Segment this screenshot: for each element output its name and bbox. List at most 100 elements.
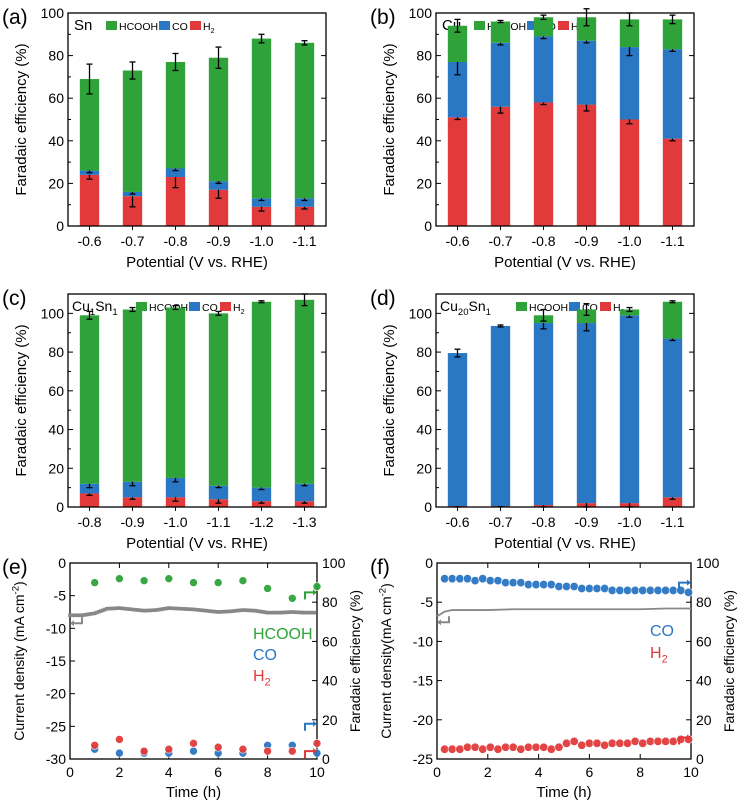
- legend-h2-part: 2: [265, 676, 271, 688]
- y-right-tick-label: 80: [322, 594, 338, 610]
- x-tick-label: 2: [484, 764, 492, 780]
- bar-hcooh: [79, 79, 100, 171]
- catalyst-label-part: 1: [486, 307, 491, 318]
- bar-co: [165, 477, 186, 498]
- y-axis-label: Faradaic efficiency (%): [13, 43, 30, 195]
- fe-point-h2: [622, 738, 632, 748]
- x-tick-label: -0.8: [163, 233, 187, 249]
- fe-point-h2: [501, 742, 511, 752]
- fe-point-co: [508, 578, 518, 588]
- current-density-point: [181, 607, 186, 611]
- bar-co: [576, 40, 597, 105]
- current-density-point: [142, 608, 146, 613]
- current-density-point: [249, 608, 253, 613]
- plot-frame: [435, 12, 695, 227]
- x-tick-label: 6: [586, 764, 594, 780]
- bar-h2: [662, 497, 683, 507]
- legend-label-hcooh: HCOOH: [529, 302, 568, 314]
- plot-frame: [67, 293, 327, 508]
- left-axis-arrow: [74, 617, 83, 625]
- y-right-tick-label: 20: [696, 712, 712, 728]
- legend-swatch-co: [569, 302, 580, 311]
- current-density-point: [208, 609, 212, 613]
- fe-point-h2: [478, 744, 488, 754]
- bar-hcooh: [662, 301, 683, 339]
- current-density-point: [197, 608, 202, 612]
- catalyst-label-part: Cu: [440, 298, 458, 314]
- bar-co: [294, 198, 315, 207]
- y-tick-label: 0: [56, 218, 64, 234]
- fe-point-h2: [164, 744, 174, 754]
- legend-h2-part: H: [650, 645, 662, 662]
- bar-hcooh: [619, 19, 640, 48]
- y-tick-label: 0: [424, 218, 432, 234]
- fe-point-h2: [213, 742, 223, 752]
- fe-point-co: [562, 582, 572, 592]
- fe-point-co: [668, 585, 678, 595]
- y-right-axis-label: Faradaic efficiency (%): [347, 590, 363, 732]
- fe-point-h2: [661, 736, 671, 746]
- bar-h2: [122, 196, 143, 226]
- legend-swatch-hcooh: [136, 302, 147, 311]
- fe-point-h2: [577, 740, 587, 750]
- current-density-point: [70, 613, 74, 618]
- bar-co: [165, 168, 186, 178]
- bar-hcooh: [533, 17, 554, 37]
- x-axis-label: Potential (V vs. RHE): [126, 254, 268, 271]
- current-density-point: [206, 609, 210, 613]
- fe-point-hcooh: [263, 584, 272, 593]
- left-axis-arrow-head: [70, 620, 74, 627]
- bar-panel-3: (c)Cu1​Sn1​HCOOHCOH2​-0.8-0.9-1.0-1.1-1.…: [2, 287, 327, 552]
- current-density-point: [191, 607, 196, 612]
- bar-co: [447, 61, 468, 118]
- current-density-point: [162, 606, 167, 611]
- x-axis-label: Time (h): [536, 784, 591, 801]
- fe-point-co: [622, 585, 632, 595]
- current-density-point: [97, 609, 101, 614]
- legend-co: CO: [253, 647, 277, 664]
- x-tick-label: -0.8: [531, 233, 555, 249]
- x-tick-label: -0.7: [120, 233, 144, 249]
- bar-hcooh: [662, 19, 683, 50]
- h2-arrow-head: [687, 734, 691, 741]
- y-left-tick-label: -25: [413, 751, 433, 767]
- current-density-point: [115, 606, 120, 610]
- legend-label-h2-part: 2: [241, 308, 245, 316]
- bar-co: [251, 198, 272, 207]
- y-left-axis-label-part: ): [11, 581, 27, 586]
- current-density-point: [269, 610, 274, 615]
- fe-point-h2: [569, 736, 579, 746]
- y-tick-label: 40: [48, 422, 64, 438]
- bar-co: [251, 487, 272, 502]
- x-tick-label: 6: [214, 764, 222, 780]
- current-density-line: [436, 607, 691, 618]
- current-density-point: [189, 607, 194, 612]
- legend-co-part: CO: [253, 647, 277, 664]
- y-right-tick-label: 100: [322, 555, 346, 571]
- fe-point-co: [600, 583, 610, 593]
- current-density-point: [109, 606, 113, 611]
- current-density-point: [90, 611, 95, 616]
- x-tick-label: -0.8: [77, 514, 101, 530]
- panel-letter: (a): [2, 6, 28, 29]
- current-density-point: [154, 608, 159, 612]
- h2-arrow: [304, 750, 313, 759]
- current-density-point: [224, 609, 229, 614]
- y-right-axis-label: Faradaic efficiency (%): [721, 590, 737, 732]
- y-tick-label: 40: [48, 133, 64, 149]
- y-left-tick-label: -20: [46, 686, 66, 702]
- left-axis-arrow-head: [437, 619, 441, 626]
- x-tick-label: -1.1: [206, 514, 230, 530]
- bar-co: [533, 323, 554, 506]
- x-tick-label: -1.1: [660, 514, 684, 530]
- current-density-point: [167, 606, 171, 610]
- fe-point-h2: [600, 740, 610, 750]
- y-left-tick-label: -15: [46, 653, 66, 669]
- catalyst-label: Sn: [74, 17, 92, 34]
- legend-swatch-co: [189, 302, 200, 311]
- current-density-point: [236, 608, 241, 613]
- legend-label-hcooh-part: HCOOH: [529, 302, 568, 314]
- y-tick-label: 0: [56, 499, 64, 515]
- current-density-point: [125, 607, 130, 611]
